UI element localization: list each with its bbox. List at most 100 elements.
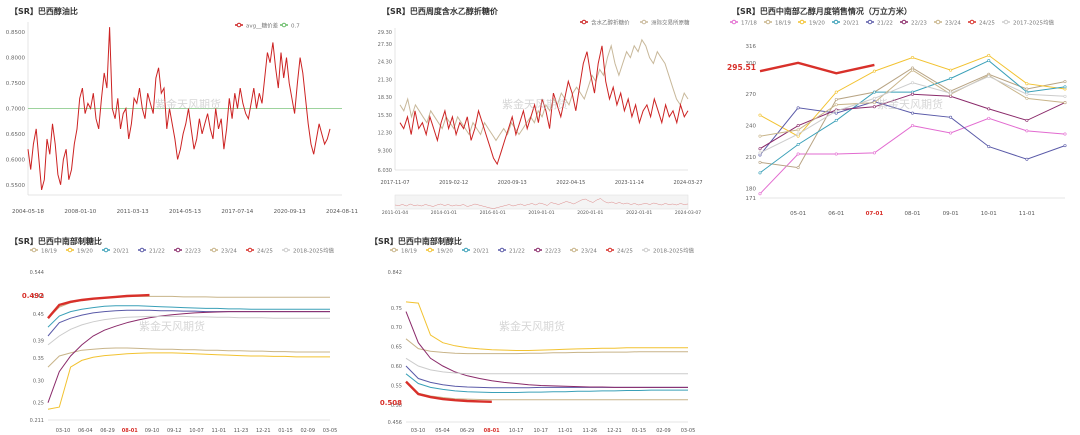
series-point bbox=[1025, 87, 1029, 91]
y-tick-label: 0.5500 bbox=[6, 183, 26, 189]
range-tick-label: 2024-03-07 bbox=[675, 210, 701, 216]
series-point bbox=[1063, 94, 1067, 98]
x-tick-label: 05-01 bbox=[790, 211, 806, 217]
watermark-text: 紫金天风期货 bbox=[139, 319, 205, 333]
y-tick-label: 0.7500 bbox=[6, 81, 26, 87]
legend-marker bbox=[641, 19, 647, 25]
series-point bbox=[987, 116, 991, 120]
legend-label: 2018-2025均值 bbox=[293, 247, 334, 255]
x-tick-label: 2017-11-07 bbox=[380, 180, 409, 186]
range-tick-label: 2020-01-01 bbox=[577, 210, 603, 216]
series-point bbox=[1063, 101, 1067, 105]
legend-marker bbox=[391, 247, 397, 253]
x-tick-label: 2008-01-10 bbox=[64, 209, 96, 215]
series-line bbox=[759, 61, 875, 75]
range-tick-label: 2022-01-01 bbox=[626, 210, 652, 216]
legend-marker bbox=[499, 247, 505, 253]
legend-marker bbox=[799, 19, 805, 25]
series-point bbox=[872, 69, 876, 73]
y-tick-label: 0.75 bbox=[391, 306, 402, 312]
series-line bbox=[405, 301, 688, 351]
series-line bbox=[405, 373, 688, 393]
legend-marker bbox=[1003, 19, 1009, 25]
chart-title: 【SR】巴西中南部制醇比 bbox=[370, 237, 462, 246]
series-point bbox=[987, 59, 991, 63]
chart-hydrous-ethanol-sugar-equivalent: 【SR】巴西周度含水乙醇折糖价 29.30 27.30 24.30 21.30 18.3… bbox=[360, 0, 705, 220]
series-point bbox=[834, 90, 838, 94]
series-line bbox=[759, 75, 1066, 154]
series-point bbox=[911, 92, 915, 96]
series-point bbox=[1025, 92, 1029, 96]
series-point bbox=[758, 147, 762, 151]
series-point bbox=[796, 132, 800, 136]
legend-label: 21/22 bbox=[149, 249, 165, 255]
y-tick-label: 270 bbox=[746, 92, 757, 98]
y-tick-label: 0.50 bbox=[391, 403, 402, 409]
y-tick-label: 0.25 bbox=[33, 401, 44, 407]
x-tick-label: 2011-03-13 bbox=[117, 209, 149, 215]
series-point bbox=[834, 118, 838, 122]
x-tick-label: 02-09 bbox=[656, 428, 671, 434]
series-line bbox=[405, 357, 688, 375]
series-point bbox=[1063, 132, 1067, 136]
x-tick-label: 2017-07-14 bbox=[221, 209, 253, 215]
series-point bbox=[758, 192, 762, 196]
x-tick-label: 2020-09-13 bbox=[498, 180, 527, 186]
range-tick-label: 2019-01-01 bbox=[528, 210, 554, 216]
y-tick-label: 0.49 bbox=[33, 294, 44, 300]
y-tick-label: 15.30 bbox=[378, 113, 392, 119]
range-tick-label: 2016-01-01 bbox=[480, 210, 506, 216]
series-point bbox=[1025, 96, 1029, 100]
legend-marker bbox=[283, 247, 289, 253]
series-line bbox=[47, 293, 150, 319]
legend-label: 0.7 bbox=[291, 24, 300, 30]
legend-marker bbox=[935, 19, 941, 25]
series-point bbox=[1063, 80, 1067, 84]
legend-marker bbox=[463, 247, 469, 253]
series-point bbox=[1025, 157, 1029, 161]
legend-label: 20/21 bbox=[843, 21, 859, 27]
x-tick-label: 2023-11-14 bbox=[615, 180, 644, 186]
y-tick-label: 300 bbox=[746, 61, 757, 67]
range-tick-label: 2014-01-01 bbox=[431, 210, 457, 216]
series-point bbox=[834, 97, 838, 101]
y-tick-label: 0.842 bbox=[388, 270, 402, 276]
x-tick-label: 01-15 bbox=[632, 428, 647, 434]
chart-svg: 0.8500 0.8000 0.7500 0.7000 0.6500 0.6000 0.55… bbox=[6, 22, 358, 216]
series-point bbox=[949, 76, 953, 80]
legend-label: 含水乙醇折糖价 bbox=[591, 19, 630, 27]
y-tick-label: 0.8500 bbox=[6, 30, 26, 36]
chart-svg: 29.30 27.30 24.30 21.30 18.30 15.30 12.30 9.300… bbox=[378, 19, 703, 217]
y-tick-label: 0.7000 bbox=[6, 107, 26, 113]
y-tick-label: 316 bbox=[746, 44, 757, 50]
y-tick-label: 171 bbox=[746, 196, 757, 202]
series-point bbox=[834, 109, 838, 113]
legend-marker bbox=[211, 247, 217, 253]
legend-label: 24/25 bbox=[257, 249, 273, 255]
y-tick-label: 240 bbox=[746, 124, 757, 130]
series-point bbox=[834, 103, 838, 107]
legend-label: 24/25 bbox=[617, 249, 633, 255]
series-point bbox=[1063, 144, 1067, 148]
series-line bbox=[405, 380, 492, 403]
y-tick-label: 24.30 bbox=[378, 60, 392, 66]
legend-marker bbox=[67, 247, 73, 253]
x-tick-label: 06-04 bbox=[78, 428, 93, 434]
range-tick-label: 2011-01-04 bbox=[382, 210, 408, 216]
y-tick-label: 180 bbox=[746, 187, 757, 193]
x-tick-label: 05-04 bbox=[435, 428, 450, 434]
y-tick-label: 0.70 bbox=[391, 325, 402, 331]
series-point bbox=[911, 56, 915, 60]
series-point bbox=[758, 160, 762, 164]
legend-label: 19/20 bbox=[809, 21, 825, 27]
series-point bbox=[987, 53, 991, 57]
legend-marker bbox=[281, 22, 287, 28]
series-line bbox=[47, 305, 330, 328]
series-point bbox=[987, 145, 991, 149]
series-point bbox=[1063, 85, 1067, 89]
x-tick-label: 07-01 bbox=[866, 211, 884, 217]
y-tick-label: 210 bbox=[746, 155, 757, 161]
current-value-label: 295.51 bbox=[727, 63, 756, 72]
legend-marker bbox=[31, 247, 37, 253]
series-line bbox=[47, 352, 330, 410]
